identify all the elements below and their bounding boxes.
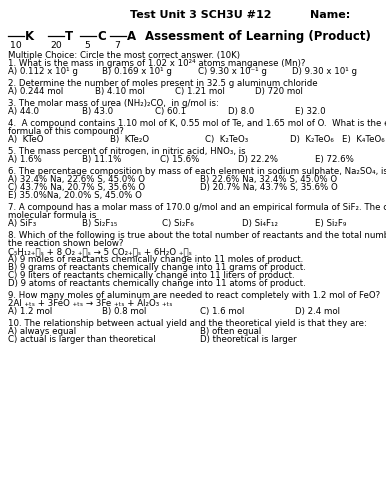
- Text: D) 2.4 mol: D) 2.4 mol: [295, 307, 340, 316]
- Text: C) 9 liters of reactants chemically change into 11 liters of product.: C) 9 liters of reactants chemically chan…: [8, 271, 295, 280]
- Text: B)  KTe₂O: B) KTe₂O: [110, 135, 149, 144]
- Text: E) Si₂F₉: E) Si₂F₉: [315, 219, 346, 228]
- Text: B) 4.10 mol: B) 4.10 mol: [95, 87, 145, 96]
- Text: 10. The relationship between actual yield and the theoretical yield is that they: 10. The relationship between actual yiel…: [8, 319, 367, 328]
- Text: A) SiF₃: A) SiF₃: [8, 219, 36, 228]
- Text: B) 22.6% Na, 32.4% S, 45.0% O: B) 22.6% Na, 32.4% S, 45.0% O: [200, 175, 337, 184]
- Text: A) 0.244 mol: A) 0.244 mol: [8, 87, 63, 96]
- Text: T: T: [65, 30, 73, 43]
- Text: B) 0.8 mol: B) 0.8 mol: [102, 307, 146, 316]
- Text: D) 9.30 x 10¹ g: D) 9.30 x 10¹ g: [292, 67, 357, 76]
- Text: C) actual is larger than theoretical: C) actual is larger than theoretical: [8, 335, 156, 344]
- Text: C) Si₂F₆: C) Si₂F₆: [162, 219, 194, 228]
- Text: molecular formula is: molecular formula is: [8, 211, 96, 220]
- Text: 8. Which of the following is true about the total number of reactants and the to: 8. Which of the following is true about …: [8, 231, 386, 240]
- Text: C) 1.21 mol: C) 1.21 mol: [175, 87, 225, 96]
- Text: 5. The mass percent of nitrogen, in nitric acid, HNO₃, is: 5. The mass percent of nitrogen, in nitr…: [8, 147, 245, 156]
- Text: E) 35.0%Na, 20.0% S, 45.0% O: E) 35.0%Na, 20.0% S, 45.0% O: [8, 191, 142, 200]
- Text: A)  KTeO: A) KTeO: [8, 135, 44, 144]
- Text: E) 72.6%: E) 72.6%: [315, 155, 354, 164]
- Text: B) 43.0: B) 43.0: [82, 107, 113, 116]
- Text: C) 43.7% Na, 20.7% S, 35.6% O: C) 43.7% Na, 20.7% S, 35.6% O: [8, 183, 145, 192]
- Text: 2. Determine the number of moles present in 32.5 g aluminum chloride: 2. Determine the number of moles present…: [8, 79, 318, 88]
- Text: Name:: Name:: [310, 10, 350, 20]
- Text: D) 8.0: D) 8.0: [228, 107, 254, 116]
- Text: A) 44.0: A) 44.0: [8, 107, 39, 116]
- Text: 9. How many moles of aluminum are needed to react completely with 1.2 mol of FeO: 9. How many moles of aluminum are needed…: [8, 291, 380, 300]
- Text: B) often equal: B) often equal: [200, 327, 261, 336]
- Text: C) 15.6%: C) 15.6%: [160, 155, 200, 164]
- Text: C)  K₂TeO₃: C) K₂TeO₃: [205, 135, 248, 144]
- Text: K: K: [25, 30, 34, 43]
- Text: 6. The percentage composition by mass of each element in sodium sulphate, Na₂SO₄: 6. The percentage composition by mass of…: [8, 167, 386, 176]
- Text: B) 9 grams of reactants chemically change into 11 grams of product.: B) 9 grams of reactants chemically chang…: [8, 263, 306, 272]
- Text: Multiple Choice: Circle the most correct answer. (10K): Multiple Choice: Circle the most correct…: [8, 51, 240, 60]
- Text: 10: 10: [10, 41, 22, 50]
- Text: A) 9 moles of reactants chemically change into 11 moles of product.: A) 9 moles of reactants chemically chang…: [8, 255, 303, 264]
- Text: A) 32.4% Na, 22.6% S, 45.0% O: A) 32.4% Na, 22.6% S, 45.0% O: [8, 175, 145, 184]
- Text: B) 0.169 x 10¹ g: B) 0.169 x 10¹ g: [102, 67, 172, 76]
- Text: D) 20.7% Na, 43.7% S, 35.6% O: D) 20.7% Na, 43.7% S, 35.6% O: [200, 183, 338, 192]
- Text: D) theoretical is larger: D) theoretical is larger: [200, 335, 296, 344]
- Text: D) 720 mol: D) 720 mol: [255, 87, 303, 96]
- Text: D) 22.2%: D) 22.2%: [238, 155, 278, 164]
- Text: 7: 7: [114, 41, 120, 50]
- Text: 3. The molar mass of urea (NH₂)₂CO,  in g/mol is:: 3. The molar mass of urea (NH₂)₂CO, in g…: [8, 99, 219, 108]
- Text: D)  K₂TeO₆   E)  K₄TeO₆: D) K₂TeO₆ E) K₄TeO₆: [290, 135, 384, 144]
- Text: C) 60.1: C) 60.1: [155, 107, 186, 116]
- Text: 1. What is the mass in grams of 1.02 x 10²⁴ atoms manganese (Mn)?: 1. What is the mass in grams of 1.02 x 1…: [8, 59, 305, 68]
- Text: C) 9.30 x 10⁻¹ g: C) 9.30 x 10⁻¹ g: [198, 67, 267, 76]
- Text: A) always equal: A) always equal: [8, 327, 76, 336]
- Text: Assessment of Learning (Product): Assessment of Learning (Product): [145, 30, 371, 43]
- Text: Test Unit 3 SCH3U #12: Test Unit 3 SCH3U #12: [130, 10, 271, 20]
- Text: formula of this compound?: formula of this compound?: [8, 127, 124, 136]
- Text: C) 1.6 mol: C) 1.6 mol: [200, 307, 244, 316]
- Text: 4.  A compound contains 1.10 mol of K, 0.55 mol of Te, and 1.65 mol of O.  What : 4. A compound contains 1.10 mol of K, 0.…: [8, 119, 386, 128]
- Text: A) 1.2 mol: A) 1.2 mol: [8, 307, 52, 316]
- Text: 5: 5: [84, 41, 90, 50]
- Text: E) 32.0: E) 32.0: [295, 107, 326, 116]
- Text: B) Si₂F₁₅: B) Si₂F₁₅: [82, 219, 117, 228]
- Text: A) 0.112 x 10¹ g: A) 0.112 x 10¹ g: [8, 67, 78, 76]
- Text: A: A: [127, 30, 136, 43]
- Text: B) 11.1%: B) 11.1%: [82, 155, 121, 164]
- Text: 7. A compound has a molar mass of 170.0 g/mol and an empirical formula of SiF₂. : 7. A compound has a molar mass of 170.0 …: [8, 203, 386, 212]
- Text: D) Si₄F₁₂: D) Si₄F₁₂: [242, 219, 278, 228]
- Text: C₅H₁₂₊₟ₛ + 8 O₂ ₊₟ₛ → 5 CO₂₊₟ₛ + 6H₂O ₊₟ₛ: C₅H₁₂₊₟ₛ + 8 O₂ ₊₟ₛ → 5 CO₂₊₟ₛ + 6H₂O ₊₟…: [8, 247, 192, 256]
- Text: D) 9 atoms of reactants chemically change into 11 atoms of product.: D) 9 atoms of reactants chemically chang…: [8, 279, 306, 288]
- Text: 2Al ₊ₜₛ + 3FeO ₊ₜₛ → 3Fe ₊ₜₛ + Al₂O₃ ₊ₜₛ: 2Al ₊ₜₛ + 3FeO ₊ₜₛ → 3Fe ₊ₜₛ + Al₂O₃ ₊ₜₛ: [8, 299, 173, 308]
- Text: A) 1.6%: A) 1.6%: [8, 155, 42, 164]
- Text: the reaction shown below?: the reaction shown below?: [8, 239, 124, 248]
- Text: 20: 20: [50, 41, 62, 50]
- Text: C: C: [97, 30, 106, 43]
